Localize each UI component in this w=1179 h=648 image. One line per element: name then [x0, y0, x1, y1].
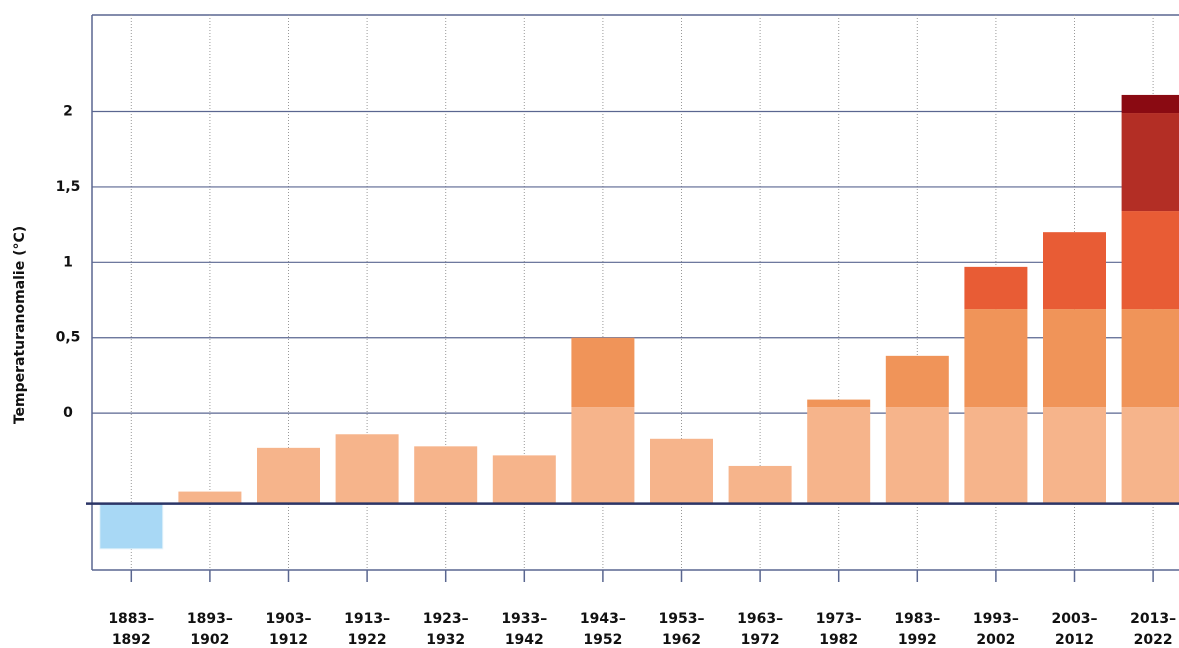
x-tick-label-line: 2012 [1055, 632, 1094, 648]
x-tick-label-line: 1982 [819, 632, 858, 648]
x-tick-label: 1933– 1942 [501, 611, 547, 648]
bar-segment [178, 491, 242, 504]
bar-segment [571, 407, 635, 504]
x-tick-label: 1983– 1992 [894, 611, 940, 648]
x-tick-label-line: 2003– [1052, 611, 1098, 627]
bar-segment [1121, 113, 1179, 212]
x-tick-label: 2013– 2022 [1130, 611, 1176, 648]
bar-segment [1121, 309, 1179, 408]
x-tick-label-line: 1993– [973, 611, 1019, 627]
x-tick-label-line: 1893– [187, 611, 233, 627]
bar-segment [964, 407, 1028, 504]
bar-segment [1121, 211, 1179, 310]
x-tick-label-line: 1933– [501, 611, 547, 627]
y-tick-label: 1 [63, 254, 73, 270]
bar-segment [1043, 309, 1106, 408]
x-tick-label-line: 1943– [580, 611, 626, 627]
x-tick-label: 1943– 1952 [580, 611, 626, 648]
x-tick-label-line: 1912 [269, 632, 308, 648]
bar-segment [964, 309, 1028, 408]
x-tick-label-line: 1962 [662, 632, 701, 648]
x-tick-label-line: 1963– [737, 611, 783, 627]
x-tick-label-line: 2002 [976, 632, 1015, 648]
y-tick-label: 0,5 [56, 330, 81, 346]
bar-segment [1121, 94, 1179, 114]
bar-segment [1121, 407, 1179, 504]
bar-segment [650, 438, 713, 504]
bar-segment [571, 337, 635, 408]
x-tick-label-line: 1902 [190, 632, 229, 648]
x-tick-label-line: 2022 [1134, 632, 1173, 648]
x-tick-label: 1963– 1972 [737, 611, 783, 648]
bar-segment [414, 446, 478, 504]
x-tick-label: 2003– 2012 [1052, 611, 1098, 648]
x-tick-label-line: 1953– [659, 611, 705, 627]
x-tick-label-line: 1892 [112, 632, 151, 648]
bar-segment [885, 355, 949, 408]
y-tick-label: 0 [63, 405, 73, 421]
x-tick-label: 1993– 2002 [973, 611, 1019, 648]
x-tick-label-line: 1932 [426, 632, 465, 648]
x-tick-label-line: 1942 [505, 632, 544, 648]
bar-segment [492, 455, 556, 504]
bar-segment [807, 407, 871, 504]
bar-segment [964, 266, 1028, 310]
x-tick-label-line: 1922 [348, 632, 387, 648]
x-tick-label-line: 1903– [266, 611, 312, 627]
y-axis-label: Temperaturanomalie (°C) [12, 226, 28, 424]
bar-segment [1043, 232, 1106, 310]
x-tick-label-line: 1992 [898, 632, 937, 648]
bar-segment [728, 465, 792, 504]
x-tick-label: 1953– 1962 [659, 611, 705, 648]
bar-segment [885, 407, 949, 504]
x-tick-label-line: 1972 [741, 632, 780, 648]
y-tick-label: 2 [63, 104, 73, 120]
bar-segment [257, 447, 320, 504]
x-tick-label-line: 1913– [344, 611, 390, 627]
x-tick-label: 1913– 1922 [344, 611, 390, 648]
bar-segment [1043, 407, 1106, 504]
bar-segment [807, 399, 871, 408]
y-tick-label: 1,5 [56, 179, 81, 195]
x-tick-label: 1973– 1982 [816, 611, 862, 648]
x-tick-label: 1903– 1912 [266, 611, 312, 648]
x-tick-label-line: 1973– [816, 611, 862, 627]
x-tick-label: 1883– 1892 [108, 611, 154, 648]
x-tick-label-line: 1983– [894, 611, 940, 627]
x-tick-label-line: 1923– [423, 611, 469, 627]
bar-segment [335, 434, 399, 504]
x-tick-label: 1893– 1902 [187, 611, 233, 648]
x-tick-label-line: 1883– [108, 611, 154, 627]
x-tick-label: 1923– 1932 [423, 611, 469, 648]
bar [99, 503, 164, 550]
x-tick-label-line: 1952 [583, 632, 622, 648]
x-tick-label-line: 2013– [1130, 611, 1176, 627]
